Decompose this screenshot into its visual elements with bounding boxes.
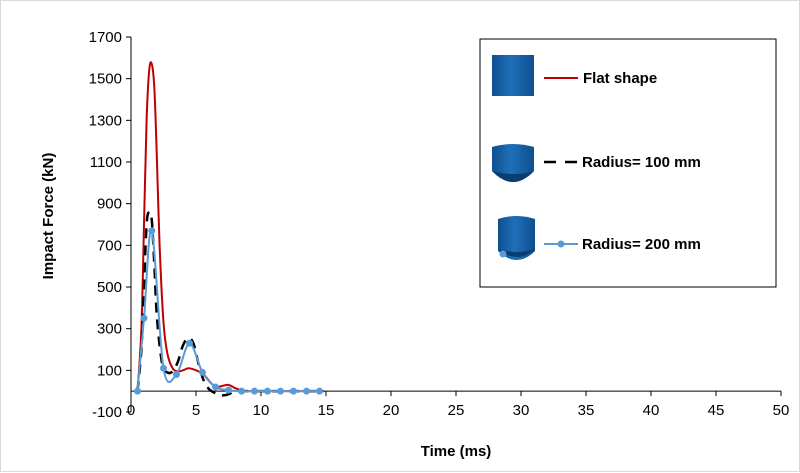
y-tick-label: -100 [92,404,122,421]
legend-label-radius-100: Radius= 100 mm [582,154,701,171]
x-tick-label: 0 [127,402,135,419]
y-tick-label: 700 [97,237,122,254]
x-tick-label: 30 [513,402,530,419]
x-tick-label: 50 [773,402,790,419]
data-point [148,227,156,235]
series-line-1 [136,61,324,393]
series-3 [134,227,323,395]
x-axis-title: Time (ms) [421,443,492,460]
legend-marker-radius-200 [557,240,565,248]
legend-label-radius-200: Radius= 200 mm [582,236,701,253]
data-point [160,364,167,372]
y-tick-label: 1100 [90,154,122,171]
x-tick-label: 25 [448,402,465,419]
data-point [251,387,258,395]
radius-100-cylinder-icon [492,144,534,182]
axes: -100 100 300 500 700 900 1100 1300 1500 1700 0 5 10… [89,29,790,421]
y-tick-label: 300 [97,321,122,338]
x-tick-label: 20 [383,402,400,419]
x-tick-label: 35 [578,402,595,419]
legend: Flat shape Radius= 100 mm Radius= 200 mm [479,38,777,288]
data-point [238,387,245,395]
data-point [140,314,148,322]
series-1 [136,61,324,393]
data-point [264,387,271,395]
data-point [303,387,310,395]
flat-cylinder-icon [492,55,534,96]
y-tick-label: 100 [97,362,122,379]
y-tick-label: 500 [97,279,122,296]
data-point [316,387,323,395]
data-point [173,371,180,378]
y-axis-title: Impact Force (kN) [40,153,57,280]
data-point [212,383,219,391]
y-ticks: -100 100 300 500 700 900 1100 1300 1500 1700 [89,29,131,421]
x-tick-label: 5 [192,402,200,419]
data-point [134,387,141,395]
y-tick-label: 1300 [89,112,122,129]
data-point [186,339,193,347]
data-point [225,386,232,394]
data-point [277,387,284,395]
x-ticks: 0 5 10 15 20 25 30 35 40 45 50 [127,391,790,419]
x-tick-label: 10 [253,402,270,419]
legend-label-flat: Flat shape [583,70,657,87]
radius-200-cylinder-icon [498,216,535,260]
y-tick-label: 1700 [89,29,122,46]
series-layer [134,61,324,397]
x-tick-label: 40 [643,402,660,419]
x-tick-label: 45 [708,402,725,419]
data-point [199,368,206,376]
y-tick-label: 900 [97,196,122,213]
data-point [290,387,297,395]
y-tick-label: 1500 [89,71,122,88]
x-tick-label: 15 [318,402,335,419]
